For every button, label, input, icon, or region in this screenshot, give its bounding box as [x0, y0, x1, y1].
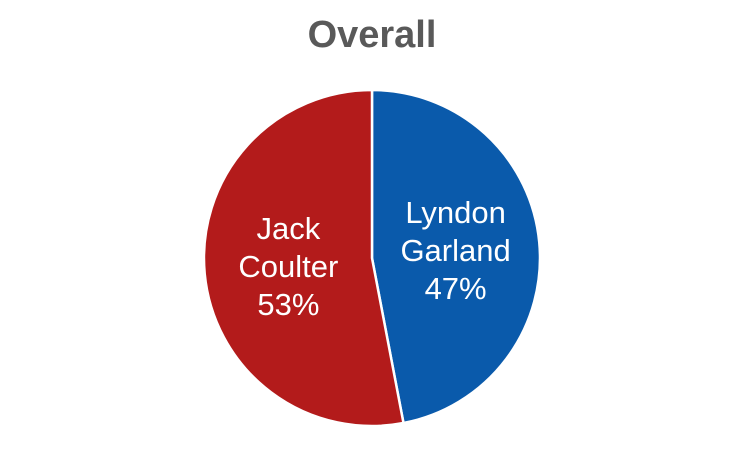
slice-label-line: Garland [400, 233, 510, 268]
slice-label-jack-coulter: Jack Coulter 53% [238, 211, 338, 322]
slice-label-line: 47% [425, 271, 487, 306]
slice-label-line: Jack [257, 211, 321, 246]
chart-title: Overall [307, 14, 437, 56]
pie-slice-jack-coulter [202, 88, 405, 428]
slice-label-lyndon-garland: Lyndon Garland 47% [400, 195, 510, 306]
pie-slices [202, 88, 542, 428]
slice-label-line: Coulter [238, 249, 338, 284]
pie-slice-lyndon-garland [370, 88, 542, 425]
slice-label-line: 53% [257, 287, 319, 322]
pie-labels: Lyndon Garland 47% Jack Coulter 53% [238, 195, 510, 322]
slice-label-line: Lyndon [405, 195, 506, 230]
